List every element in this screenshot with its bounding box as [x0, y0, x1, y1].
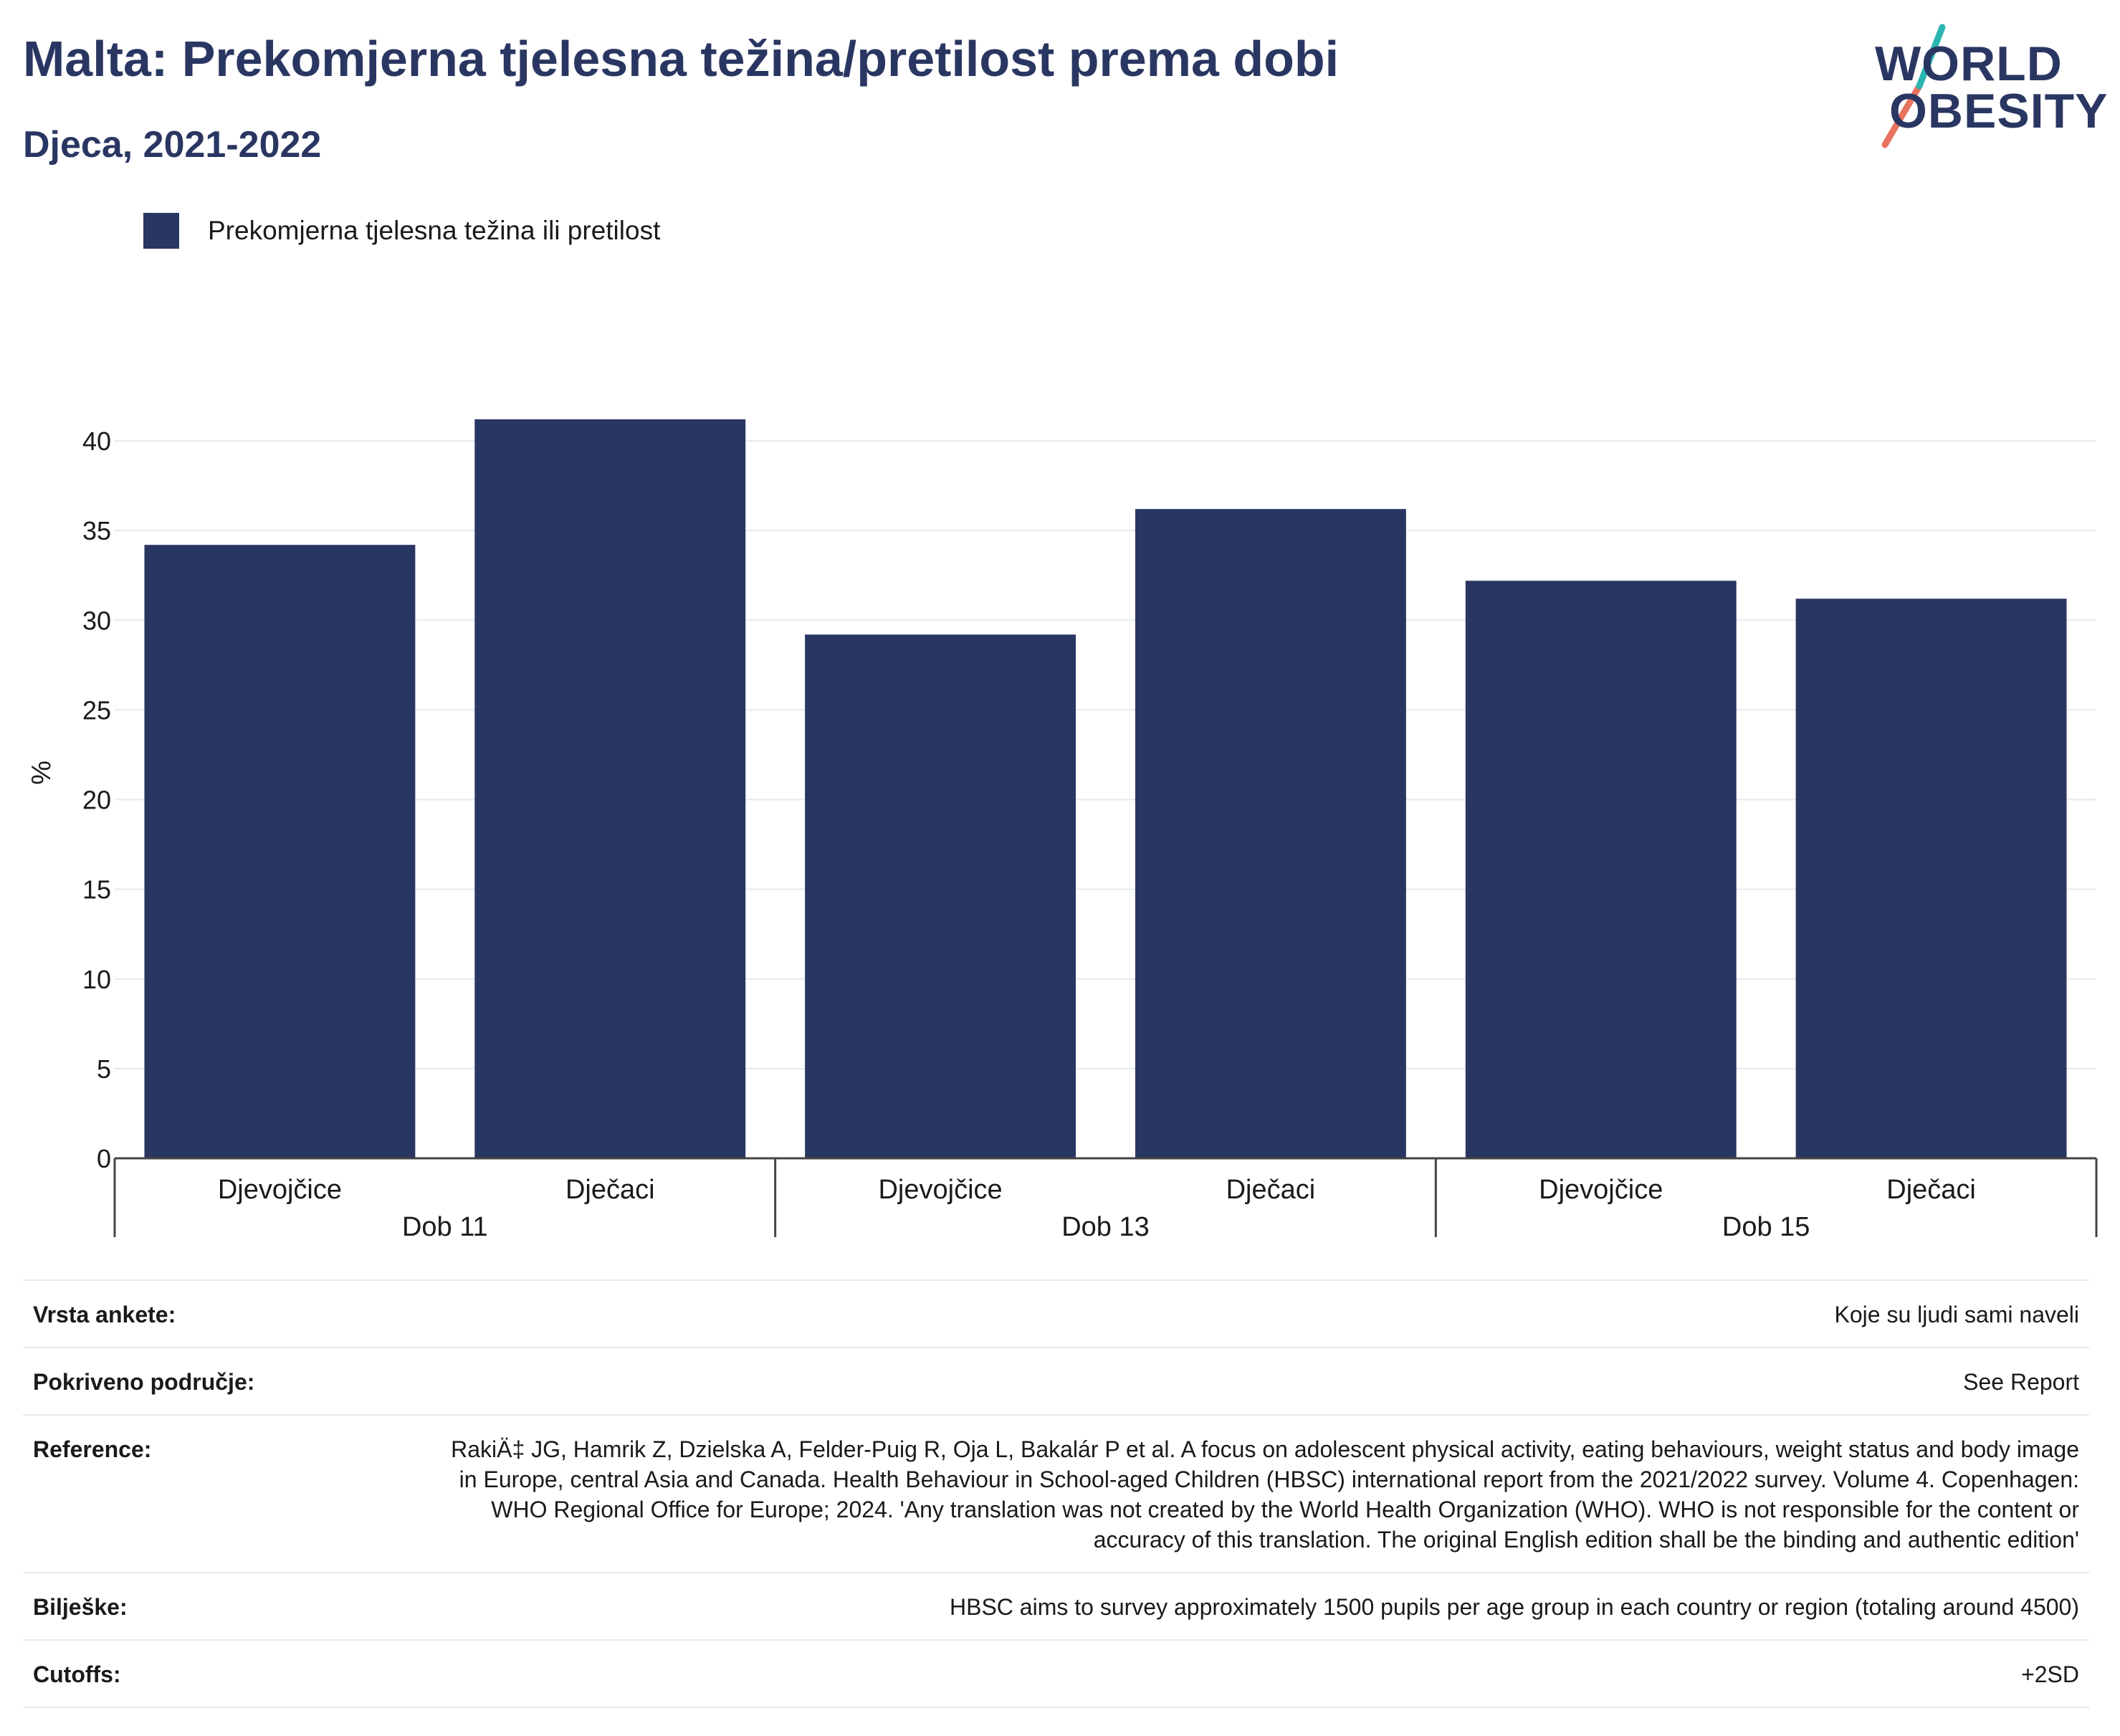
metadata-label: Pokriveno područje:: [33, 1369, 255, 1395]
legend-label: Prekomjerna tjelesna težina ili pretilos…: [208, 216, 661, 245]
logo-word-world: WORLD: [1875, 37, 2063, 91]
metadata-value: See Report: [1963, 1369, 2079, 1395]
bar: [144, 545, 416, 1158]
metadata-label: Vrsta ankete:: [33, 1302, 176, 1327]
metadata-row: Vrsta ankete: Koje su ljudi sami naveli: [23, 1279, 2089, 1347]
x-tick-label: Djevojčice: [218, 1175, 342, 1205]
metadata-row: Reference: RakiÄ‡ JG, Hamrik Z, Dzielska …: [23, 1414, 2089, 1572]
chart-subtitle: Djeca, 2021-2022: [23, 124, 322, 166]
logo-slash-icon: [1881, 24, 1946, 148]
metadata-table: Vrsta ankete: Koje su ljudi sami naveli Po…: [23, 1279, 2089, 1708]
metadata-label: Cutoffs:: [33, 1661, 121, 1687]
x-tick-label: Djevojčice: [878, 1175, 1002, 1205]
y-tick-label: 35: [82, 516, 111, 545]
metadata-value: RakiÄ‡ JG, Hamrik Z, Dzielska A, Felder-…: [451, 1436, 2079, 1553]
x-group-label: Dob 13: [1061, 1212, 1150, 1242]
chart-title: Malta: Prekomjerna tjelesna težina/preti…: [23, 31, 1340, 87]
y-tick-label: 5: [97, 1054, 111, 1084]
metadata-value: HBSC aims to survey approximately 1500 p…: [950, 1594, 2079, 1620]
metadata-value: +2SD: [2021, 1661, 2079, 1687]
x-group-label: Dob 11: [402, 1212, 488, 1242]
bar: [1135, 509, 1406, 1158]
x-tick-label: Dječaci: [1226, 1175, 1316, 1205]
x-tick-label: Dječaci: [565, 1175, 655, 1205]
y-tick-label: 15: [82, 875, 111, 905]
metadata-value: Koje su ljudi sami naveli: [1834, 1302, 2080, 1327]
bar-chart: 0 5 10 15 20 25 30 35 40% Djevojčice Dječaci Djevoj…: [27, 419, 2098, 1242]
x-tick-label: Djevojčice: [1539, 1175, 1663, 1205]
bar: [805, 634, 1076, 1158]
world-obesity-logo: WORLD OBESITY: [1863, 22, 2109, 151]
metadata-row: Cutoffs: +2SD: [23, 1639, 2089, 1708]
y-axis-label: %: [27, 760, 57, 785]
bar: [474, 419, 746, 1158]
x-tick-label: Dječaci: [1886, 1175, 1976, 1205]
metadata-row: Pokriveno područje: See Report: [23, 1347, 2089, 1414]
y-tick-label: 30: [82, 606, 111, 635]
logo-word-obesity: OBESITY: [1889, 84, 2109, 138]
bar: [1465, 581, 1737, 1158]
y-tick-label: 10: [82, 965, 111, 994]
y-tick-label: 40: [82, 426, 111, 456]
metadata-label: Bilješke:: [33, 1594, 128, 1620]
y-tick-label: 0: [97, 1144, 111, 1173]
y-tick-label: 25: [82, 695, 111, 725]
x-group-label: Dob 15: [1722, 1212, 1810, 1242]
metadata-label: Reference:: [33, 1436, 152, 1462]
metadata-row: Bilješke: HBSC aims to survey approximate…: [23, 1572, 2089, 1639]
chart-legend: Prekomjerna tjelesna težina ili pretilos…: [143, 212, 660, 249]
legend-swatch: [143, 213, 179, 249]
y-tick-label: 20: [82, 786, 111, 815]
bar: [1795, 598, 2067, 1158]
